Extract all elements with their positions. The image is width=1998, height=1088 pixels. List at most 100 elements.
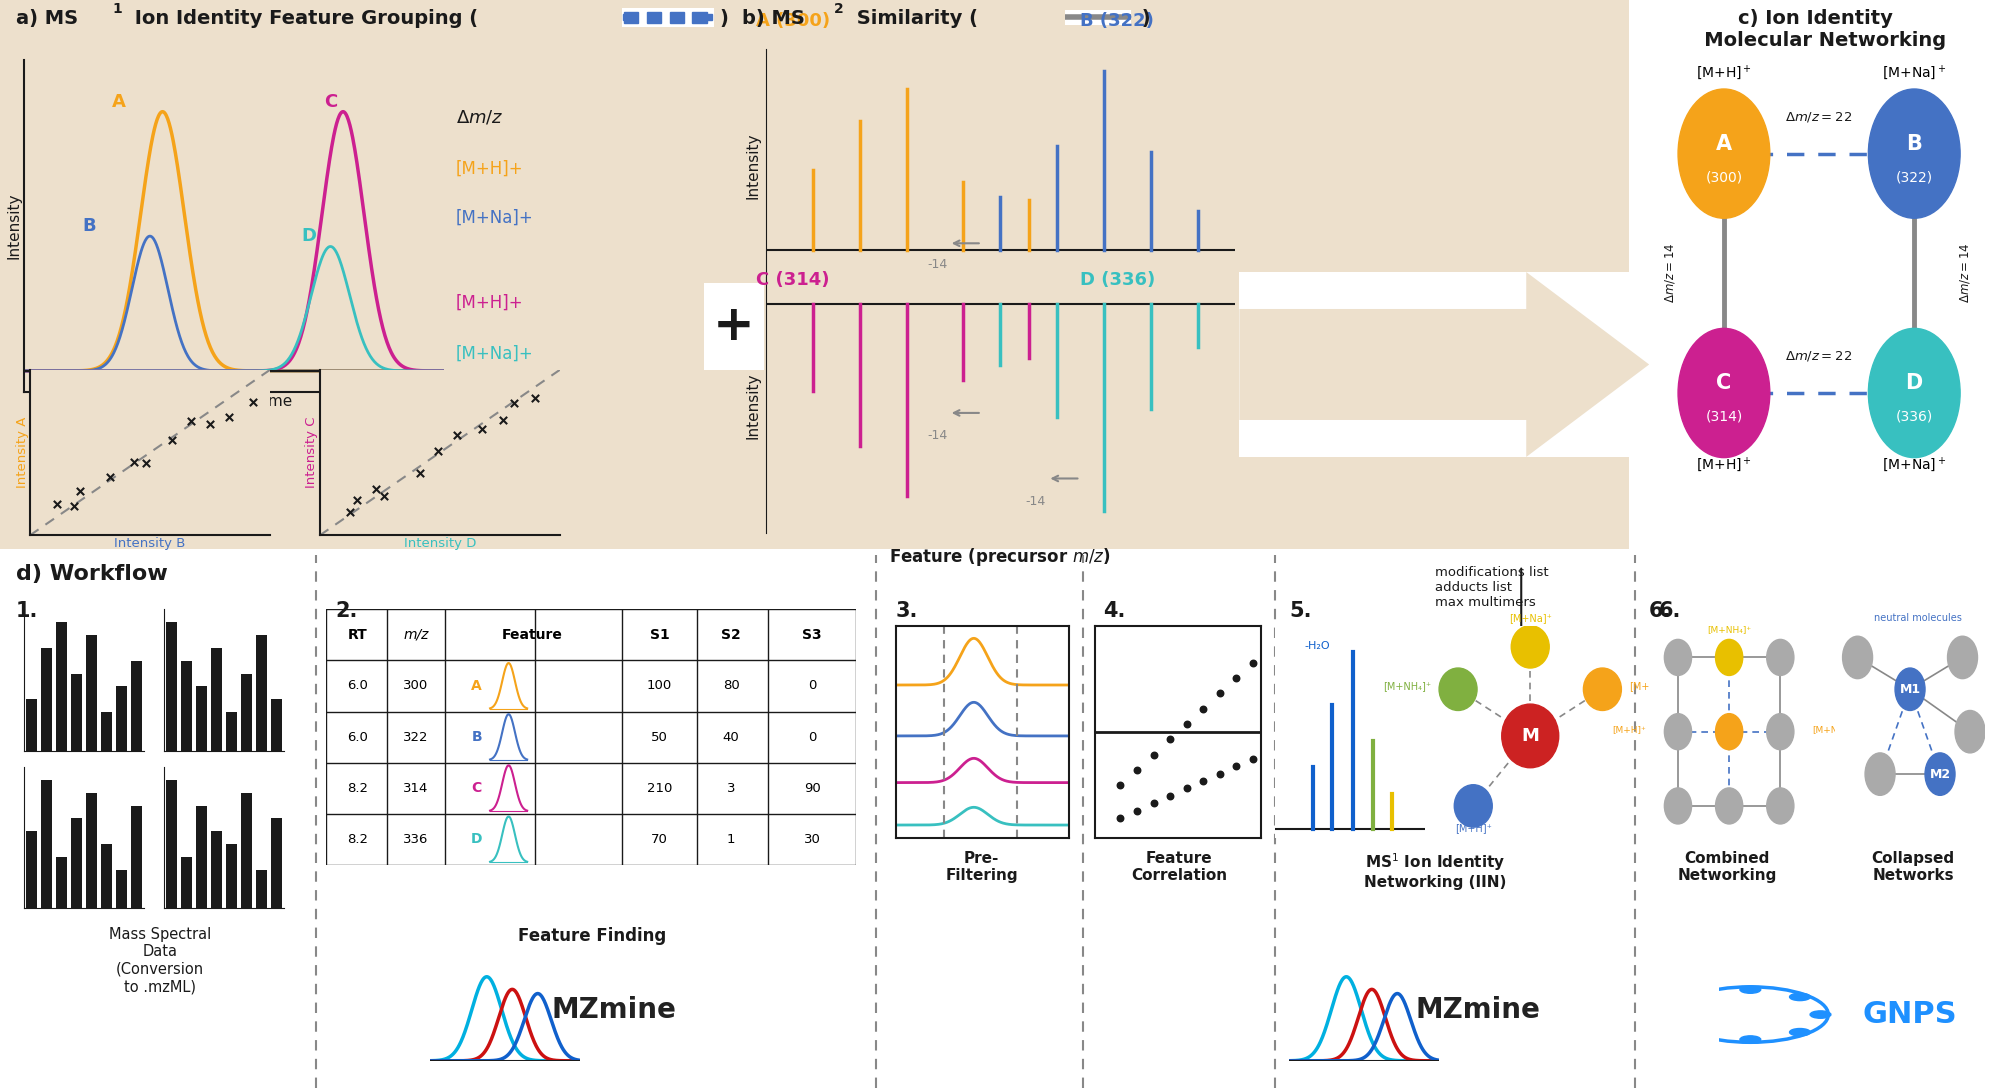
Bar [645, 12, 661, 23]
Circle shape [1676, 89, 1768, 219]
Text: C: C [472, 781, 482, 795]
Text: $\Delta m/z$: $\Delta m/z$ [456, 109, 503, 127]
Text: RT: RT [348, 628, 368, 642]
Bar [691, 12, 707, 23]
Text: [M+NH₄]⁺: [M+NH₄]⁺ [1628, 681, 1676, 691]
Bar [132, 660, 142, 751]
Text: (300): (300) [1704, 171, 1742, 185]
X-axis label: Intensity D: Intensity D [404, 536, 476, 549]
Point [1237, 750, 1269, 767]
Text: //: // [222, 380, 234, 398]
Circle shape [1714, 640, 1742, 676]
Circle shape [1690, 993, 1710, 1001]
Text: (314): (314) [1704, 410, 1742, 424]
Text: 314: 314 [404, 782, 428, 794]
Text: 0: 0 [807, 731, 815, 743]
Text: [M+NH₄]⁺: [M+NH₄]⁺ [1706, 625, 1750, 634]
Text: 0: 0 [807, 680, 815, 692]
Point [1137, 746, 1169, 764]
Bar [72, 818, 82, 908]
Text: Feature: Feature [501, 628, 563, 642]
Point [42, 495, 74, 512]
Point [488, 411, 519, 429]
Text: $\Delta m/z = 22$: $\Delta m/z = 22$ [1784, 349, 1852, 363]
Text: [M+Na]⁺: [M+Na]⁺ [1508, 614, 1550, 623]
Text: C: C [1716, 373, 1730, 394]
Text: c) Ion Identity
   Molecular Networking: c) Ion Identity Molecular Networking [1682, 9, 1946, 50]
Point [1171, 715, 1203, 732]
Text: (322): (322) [1894, 171, 1932, 185]
Text: 3.: 3. [895, 601, 917, 620]
Bar [72, 673, 82, 751]
Point [64, 482, 96, 499]
Text: 300: 300 [404, 680, 428, 692]
Bar [256, 870, 266, 908]
Circle shape [1690, 1028, 1710, 1036]
Circle shape [1738, 986, 1760, 993]
Bar [116, 687, 126, 751]
Text: ): ) [1135, 9, 1151, 27]
Point [360, 481, 392, 498]
Point [498, 394, 529, 411]
Text: modifications list
adducts list
max multimers: modifications list adducts list max mult… [1435, 566, 1548, 609]
Text: (336): (336) [1894, 410, 1932, 424]
Circle shape [1954, 710, 1984, 753]
Bar [182, 660, 192, 751]
Text: 6.: 6. [1658, 601, 1680, 620]
Y-axis label: Intensity: Intensity [745, 133, 759, 199]
Text: C: C [324, 92, 338, 111]
Point [1121, 802, 1153, 819]
Text: [M+Na]+: [M+Na]+ [456, 345, 533, 363]
Point [334, 503, 366, 520]
Point [118, 453, 150, 470]
Circle shape [1668, 1011, 1690, 1018]
Bar [42, 780, 52, 908]
Point [466, 420, 498, 437]
Point [440, 426, 472, 444]
Bar [42, 647, 52, 751]
Point [58, 497, 90, 515]
Text: b) MS: b) MS [741, 9, 803, 27]
Text: D (336): D (336) [1079, 271, 1155, 289]
Point [1187, 700, 1219, 717]
Bar [182, 857, 192, 908]
Text: [M+H]$^+$: [M+H]$^+$ [1694, 63, 1750, 82]
Point [130, 455, 162, 472]
Circle shape [1738, 1036, 1760, 1043]
Polygon shape [1239, 272, 1648, 457]
Text: a) MS: a) MS [16, 9, 78, 27]
Text: 3: 3 [727, 782, 735, 794]
Text: 100: 100 [647, 680, 671, 692]
Text: Combined
Networking: Combined Networking [1676, 851, 1776, 883]
Circle shape [1453, 784, 1491, 827]
Text: 6.0: 6.0 [348, 680, 368, 692]
Y-axis label: Intensity: Intensity [745, 372, 759, 438]
Text: 5.: 5. [1289, 601, 1311, 620]
Text: 322: 322 [404, 731, 428, 743]
Text: 2: 2 [833, 2, 843, 16]
Text: 30: 30 [803, 833, 819, 845]
Text: [M+H]⁺: [M+H]⁺ [1455, 824, 1491, 833]
Bar [166, 622, 176, 751]
Text: Mass Spectral
Data
(Conversion
to .mzML): Mass Spectral Data (Conversion to .mzML) [108, 927, 212, 994]
Y-axis label: Intensity A: Intensity A [16, 417, 28, 489]
Text: neutral molecules: neutral molecules [1872, 614, 1960, 623]
Text: S1: S1 [649, 628, 669, 642]
Text: A: A [112, 92, 126, 111]
Bar [26, 700, 36, 751]
Text: MZmine: MZmine [551, 996, 675, 1024]
Point [1221, 757, 1253, 775]
Circle shape [1788, 993, 1810, 1001]
Circle shape [1868, 89, 1960, 219]
Bar [256, 635, 266, 751]
Circle shape [1664, 640, 1690, 676]
Text: Ion Identity Feature Grouping (: Ion Identity Feature Grouping ( [128, 9, 478, 27]
Text: 2.: 2. [336, 601, 358, 620]
Bar [242, 673, 252, 751]
Text: [M+NH₄]⁺: [M+NH₄]⁺ [1383, 681, 1431, 691]
Text: 40: 40 [723, 731, 739, 743]
Text: [M+H]⁺: [M+H]⁺ [1612, 725, 1644, 733]
Bar [196, 805, 206, 908]
Text: Collapsed
Networks: Collapsed Networks [1870, 851, 1954, 883]
Point [1153, 787, 1185, 804]
